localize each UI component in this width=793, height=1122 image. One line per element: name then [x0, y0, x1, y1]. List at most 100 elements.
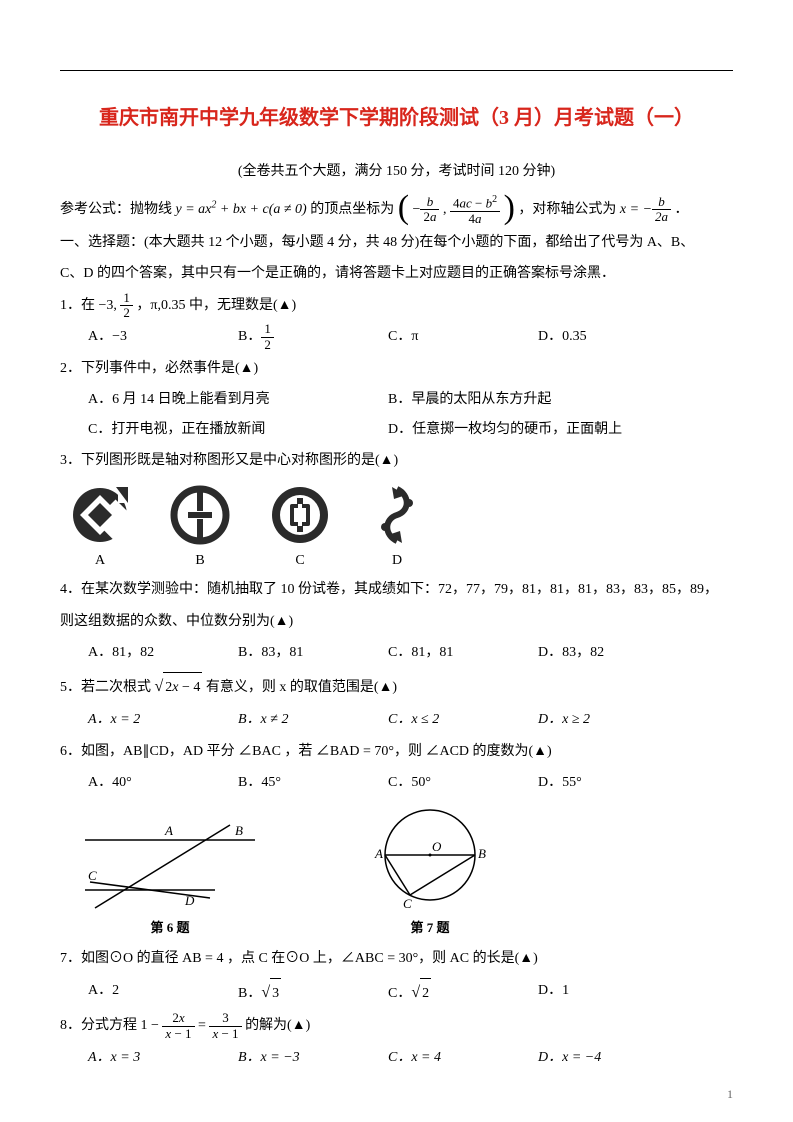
parabola-eq: y = ax2 + bx + c(a ≠ 0) [176, 202, 307, 217]
logo-a-icon [70, 485, 130, 545]
q3-logo-A: A [70, 485, 130, 569]
q3-cap-A: A [70, 553, 130, 569]
q6-opt-C: C．50° [388, 768, 538, 797]
figure-6: A B C D 第 6 题 [80, 820, 260, 936]
svg-text:B: B [478, 846, 486, 861]
q6-stem: 6．如图，AB∥CD，AD 平分 ∠BAC ，若 ∠BAD = 70°，则 ∠A… [60, 737, 733, 766]
q3-cap-C: C [270, 553, 330, 569]
formula-prefix: 参考公式：抛物线 [60, 202, 176, 217]
section-1-head-a: 一、选择题：(本大题共 12 个小题，每小题 4 分，共 48 分)在每个小题的… [60, 228, 733, 257]
svg-text:B: B [235, 823, 243, 838]
section-1-head-b: C、D 的四个答案，其中只有一个是正确的，请将答题卡上对应题目的正确答案标号涂黑… [60, 259, 733, 288]
formula-suffix: ，对称轴公式为 [518, 202, 620, 217]
q8-eq: 1 − 2xx − 1 = 3x − 1 [141, 1018, 246, 1033]
q1-opt-B: B．12 [238, 322, 388, 352]
q5-opt-B: B．x ≠ 2 [238, 705, 388, 734]
q4-opt-B: B．83，81 [238, 638, 388, 667]
lparen-icon: ( [398, 194, 409, 221]
q5-opt-A: A．x = 2 [88, 705, 238, 734]
q7-opt-B-label: B． [238, 986, 261, 1001]
figure-7: A B C O 第 7 题 [360, 805, 500, 936]
top-rule [60, 70, 733, 71]
page-container: 重庆市南开中学九年级数学下学期阶段测试（3 月）月考试题（一） (全卷共五个大题… [0, 0, 793, 1122]
formula-middle: 的顶点坐标为 [310, 202, 394, 217]
svg-text:C: C [403, 896, 412, 911]
q4-opt-A: A．81，82 [88, 638, 238, 667]
q2-row1: A．6 月 14 日晚上能看到月亮 B．早晨的太阳从东方升起 [60, 385, 733, 414]
svg-text:C: C [88, 868, 97, 883]
q5-opt-D: D．x ≥ 2 [538, 705, 688, 734]
formula-end: ． [675, 202, 689, 217]
q4-stem2: 则这组数据的众数、中位数分别为(▲) [60, 607, 733, 636]
q8-stem: 8．分式方程 1 − 2xx − 1 = 3x − 1 的解为(▲) [60, 1011, 733, 1041]
q4-opt-C: C．81，81 [388, 638, 538, 667]
q3-logo-B: B [170, 485, 230, 569]
q8-opt-A: A．x = 3 [88, 1043, 238, 1072]
svg-text:A: A [374, 846, 383, 861]
q7-opt-D: D．1 [538, 976, 688, 1010]
q8-opt-C: C．x = 4 [388, 1043, 538, 1072]
q1-set: −3, 12 [99, 298, 133, 313]
q2-opt-C: C．打开电视，正在播放新闻 [88, 415, 388, 444]
page-number: 1 [727, 1087, 733, 1102]
q5-opt-C: C．x ≤ 2 [388, 705, 538, 734]
q4-opt-D: D．83，82 [538, 638, 688, 667]
q5-options: A．x = 2 B．x ≠ 2 C．x ≤ 2 D．x ≥ 2 [60, 705, 733, 734]
q4-options: A．81，82 B．83，81 C．81，81 D．83，82 [60, 638, 733, 667]
q3-logo-D: D [370, 485, 424, 569]
q1-stem: 1．在 −3, 12 ，π,0.35 中，无理数是(▲) [60, 291, 733, 321]
q2-opt-D: D．任意掷一枚均匀的硬币，正面朝上 [388, 415, 688, 444]
q3-logo-C: C [270, 485, 330, 569]
exam-subtitle: (全卷共五个大题，满分 150 分，考试时间 120 分钟) [60, 160, 733, 180]
q1-stem-a: 1．在 [60, 298, 95, 313]
q6-options: A．40° B．45° C．50° D．55° [60, 768, 733, 797]
svg-text:O: O [432, 839, 442, 854]
q5-stem-a: 5．若二次根式 [60, 680, 151, 695]
sqrt-icon: 2x − 4 [155, 670, 203, 704]
fig6-cap: 第 6 题 [80, 917, 260, 936]
q1-opt-C: C．π [388, 322, 538, 352]
figures-row: A B C D 第 6 题 A B C O 第 7 题 [80, 805, 733, 936]
vertex-x: −b2a , 4ac − b24a [413, 202, 501, 217]
svg-text:D: D [184, 893, 195, 908]
q6-opt-D: D．55° [538, 768, 688, 797]
q3-stem: 3．下列图形既是轴对称图形又是中心对称图形的是(▲) [60, 446, 733, 475]
q7-stem: 7．如图⊙O 的直径 AB = 4 ，点 C 在⊙O 上，∠ABC = 30°，… [60, 944, 733, 973]
logo-d-icon [370, 485, 424, 545]
q6-opt-A: A．40° [88, 768, 238, 797]
q6-opt-B: B．45° [238, 768, 388, 797]
q1-opt-A: A．−3 [88, 322, 238, 352]
q3-cap-D: D [370, 553, 424, 569]
q8-opt-B: B．x = −3 [238, 1043, 388, 1072]
q5-stem: 5．若二次根式 2x − 4 有意义，则 x 的取值范围是(▲) [60, 670, 733, 704]
logo-c-icon [270, 485, 330, 545]
logo-b-icon [170, 485, 230, 545]
q3-cap-B: B [170, 553, 230, 569]
q4-stem1: 4．在某次数学测验中：随机抽取了 10 份试卷，其成绩如下：72，77，79，8… [60, 575, 733, 604]
q7-opt-B: B．3 [238, 976, 388, 1010]
q2-row2: C．打开电视，正在播放新闻 D．任意掷一枚均匀的硬币，正面朝上 [60, 415, 733, 444]
q3-logos: A B C [70, 485, 733, 569]
q8-stem-a: 8．分式方程 [60, 1018, 137, 1033]
q7-opt-C-label: C． [388, 986, 411, 1001]
q7-options: A．2 B．3 C．2 D．1 [60, 976, 733, 1010]
q8-stem-b: 的解为(▲) [245, 1018, 310, 1033]
q8-options: A．x = 3 B．x = −3 C．x = 4 D．x = −4 [60, 1043, 733, 1072]
figure-7-svg: A B C O [360, 805, 500, 915]
q1-options: A．−3 B．12 C．π D．0.35 [60, 322, 733, 352]
exam-title: 重庆市南开中学九年级数学下学期阶段测试（3 月）月考试题（一） [60, 101, 733, 130]
axis-eq: x = −b2a [620, 202, 671, 217]
q1-stem-b: ，π,0.35 中，无理数是(▲) [136, 298, 296, 313]
figure-6-svg: A B C D [80, 820, 260, 915]
q1-opt-D: D．0.35 [538, 322, 688, 352]
svg-text:A: A [164, 823, 173, 838]
rparen-icon: ) [504, 194, 515, 221]
q8-opt-D: D．x = −4 [538, 1043, 688, 1072]
q2-stem: 2．下列事件中，必然事件是(▲) [60, 354, 733, 383]
q1-opt-B-label: B． [238, 329, 261, 344]
q2-opt-A: A．6 月 14 日晚上能看到月亮 [88, 385, 388, 414]
reference-formula: 参考公式：抛物线 y = ax2 + bx + c(a ≠ 0) 的顶点坐标为 … [60, 194, 733, 226]
q7-opt-C: C．2 [388, 976, 538, 1010]
q5-stem-b: 有意义，则 x 的取值范围是(▲) [206, 680, 397, 695]
q2-opt-B: B．早晨的太阳从东方升起 [388, 385, 688, 414]
